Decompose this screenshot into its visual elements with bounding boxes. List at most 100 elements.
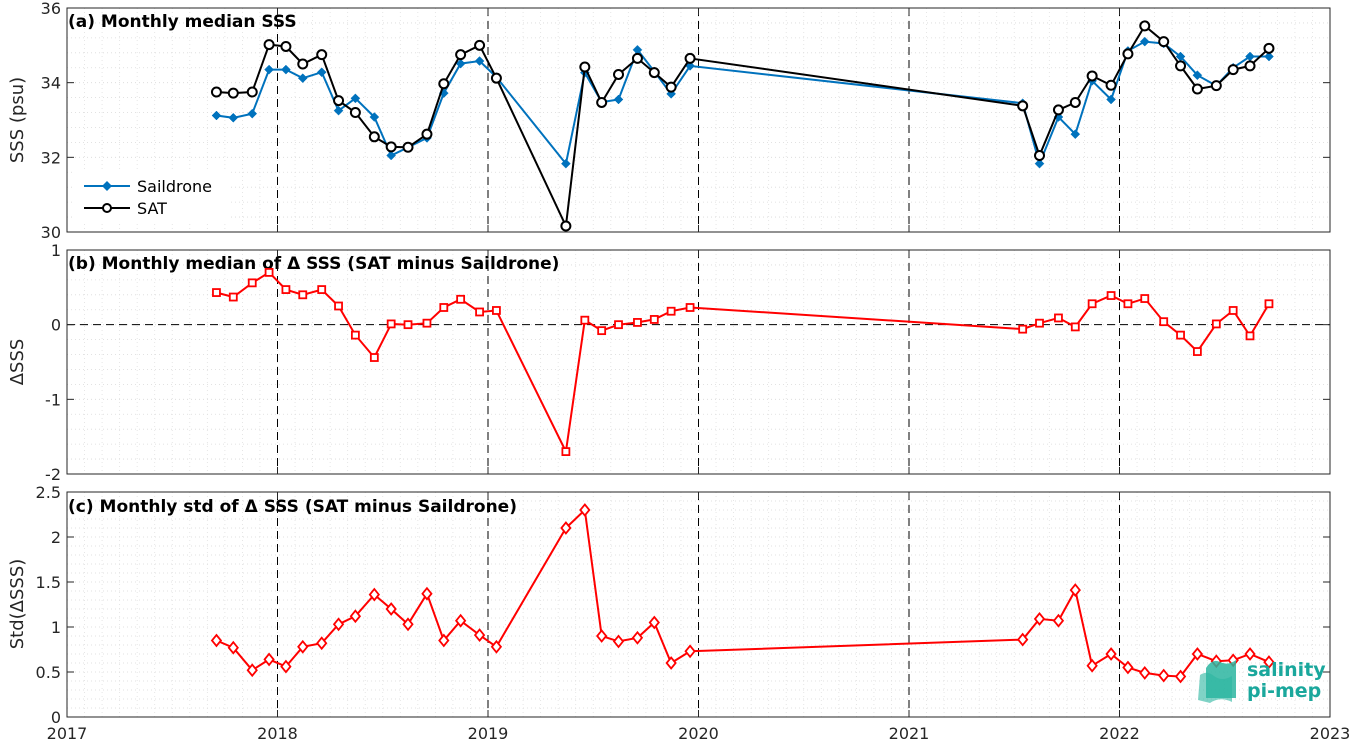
data-point-a-2-15 xyxy=(455,49,467,61)
data-point-c-1-34 xyxy=(1158,668,1170,683)
data-point-b-1-37 xyxy=(1211,319,1221,329)
data-point-a-2-5 xyxy=(280,40,292,52)
data-point-a-1-1 xyxy=(211,110,222,121)
data-point-a-2-30 xyxy=(1086,70,1098,82)
data-point-c-1-24 xyxy=(665,656,677,670)
data-point-a-2-27 xyxy=(1034,149,1046,161)
ytick-label-c: 2 xyxy=(51,528,61,547)
logo-line1: salinity xyxy=(1247,659,1326,681)
data-point-a-2-29 xyxy=(1069,96,1081,108)
data-point-b-1-5 xyxy=(281,285,291,294)
ytick-label-c: 1 xyxy=(51,618,61,637)
data-point-a-2-31 xyxy=(1105,79,1117,91)
data-point-a-2-35 xyxy=(1175,60,1187,72)
xtick-label: 2019 xyxy=(468,724,509,743)
data-point-a-1-2 xyxy=(228,112,239,123)
data-point-c-1-17 xyxy=(490,639,503,654)
data-point-b-1-19 xyxy=(580,315,590,325)
data-point-a-1-3 xyxy=(247,108,258,119)
data-point-c-1-6 xyxy=(297,639,309,654)
data-point-b-1-39 xyxy=(1245,331,1255,341)
data-point-a-2-1 xyxy=(210,86,222,98)
data-point-b-1-31 xyxy=(1106,291,1116,300)
data-point-a-2-19 xyxy=(579,61,591,73)
data-point-b-1-10 xyxy=(369,353,379,362)
data-point-b-1-3 xyxy=(247,278,257,288)
data-point-a-1-10 xyxy=(369,112,380,122)
panel-b: (b) Monthly median of Δ SSS (SAT minus S… xyxy=(7,241,1331,484)
data-point-a-2-20 xyxy=(596,96,608,108)
data-point-a-2-11 xyxy=(385,141,397,153)
data-point-a-1-27 xyxy=(1034,158,1045,169)
data-point-c-1-28 xyxy=(1052,613,1065,628)
data-point-c-1-19 xyxy=(579,503,591,517)
panel-a-title: (a) Monthly median SSS xyxy=(68,12,297,32)
data-point-a-2-9 xyxy=(349,107,361,119)
data-point-b-1-22 xyxy=(633,318,642,327)
data-point-a-2-23 xyxy=(648,67,660,79)
data-point-a-1-6 xyxy=(297,73,308,84)
xtick-label: 2021 xyxy=(889,724,930,743)
data-point-a-2-13 xyxy=(421,128,433,140)
data-point-a-1-4 xyxy=(264,64,274,75)
data-point-c-1-31 xyxy=(1105,647,1117,661)
data-point-a-1-15 xyxy=(455,58,466,69)
ytick-label-c: 2.5 xyxy=(36,483,61,502)
data-point-b-1-6 xyxy=(298,290,308,300)
data-point-c-1-7 xyxy=(316,636,328,651)
data-point-a-2-36 xyxy=(1191,83,1203,95)
panel-a: (a) Monthly median SSS SSS (psu) 30 32 34 3… xyxy=(7,0,1331,242)
data-point-a-1-40 xyxy=(1264,51,1274,62)
data-point-c-1-30 xyxy=(1086,658,1098,673)
data-point-a-2-4 xyxy=(263,39,275,51)
data-point-c-1-13 xyxy=(421,586,433,601)
legend-sat-marker xyxy=(102,203,112,213)
data-point-b-1-35 xyxy=(1176,330,1185,340)
panel-b-title: (b) Monthly median of Δ SSS (SAT minus S… xyxy=(68,254,559,274)
data-point-a-2-24 xyxy=(665,81,677,93)
data-point-c-1-21 xyxy=(612,634,625,649)
data-point-b-1-28 xyxy=(1054,313,1063,323)
data-point-a-1-36 xyxy=(1192,70,1203,81)
data-point-c-1-40 xyxy=(1263,655,1275,670)
data-point-c-1-5 xyxy=(280,659,292,674)
data-point-c-1-8 xyxy=(332,617,345,632)
legend-sat-label: SAT xyxy=(137,199,167,218)
data-point-c-1-14 xyxy=(438,633,450,648)
ytick-label-c: 0 xyxy=(51,708,61,727)
data-point-a-2-2 xyxy=(227,87,239,99)
xtick-label: 2017 xyxy=(47,724,88,743)
ytick-label-b: -1 xyxy=(45,390,61,409)
panel-c-title: (c) Monthly std of Δ SSS (SAT minus Sail… xyxy=(68,497,517,517)
data-point-c-1-12 xyxy=(402,617,414,632)
data-point-b-1-9 xyxy=(350,330,360,340)
data-point-a-1-9 xyxy=(350,93,361,104)
data-point-a-1-31 xyxy=(1106,94,1116,105)
data-point-b-1-34 xyxy=(1159,317,1169,327)
data-point-c-1-36 xyxy=(1191,647,1204,661)
data-point-c-1-22 xyxy=(631,630,644,645)
data-point-c-1-27 xyxy=(1033,611,1046,626)
data-point-c-1-11 xyxy=(385,602,397,616)
logo-mark-icon xyxy=(1198,660,1236,703)
data-point-a-2-38 xyxy=(1227,64,1239,76)
data-point-b-1-12 xyxy=(403,320,413,330)
data-point-a-2-10 xyxy=(368,131,380,143)
panel-a-ylabel: SSS (psu) xyxy=(7,77,28,163)
data-point-c-1-4 xyxy=(263,652,275,667)
data-point-c-1-18 xyxy=(560,521,572,535)
series-line-a-1 xyxy=(216,40,1269,167)
data-point-a-1-21 xyxy=(613,94,624,105)
data-point-b-1-13 xyxy=(422,318,432,328)
data-point-b-1-17 xyxy=(492,306,501,315)
data-point-b-1-16 xyxy=(475,307,484,317)
data-point-b-1-26 xyxy=(1018,324,1028,334)
ytick-label-a: 32 xyxy=(41,148,61,167)
series-line-a-2 xyxy=(216,24,1270,230)
data-point-c-1-3 xyxy=(246,663,258,678)
data-point-a-2-18 xyxy=(560,220,572,232)
data-point-c-1-1 xyxy=(210,633,223,648)
data-point-a-2-3 xyxy=(246,86,258,98)
data-point-b-1-18 xyxy=(561,447,571,457)
